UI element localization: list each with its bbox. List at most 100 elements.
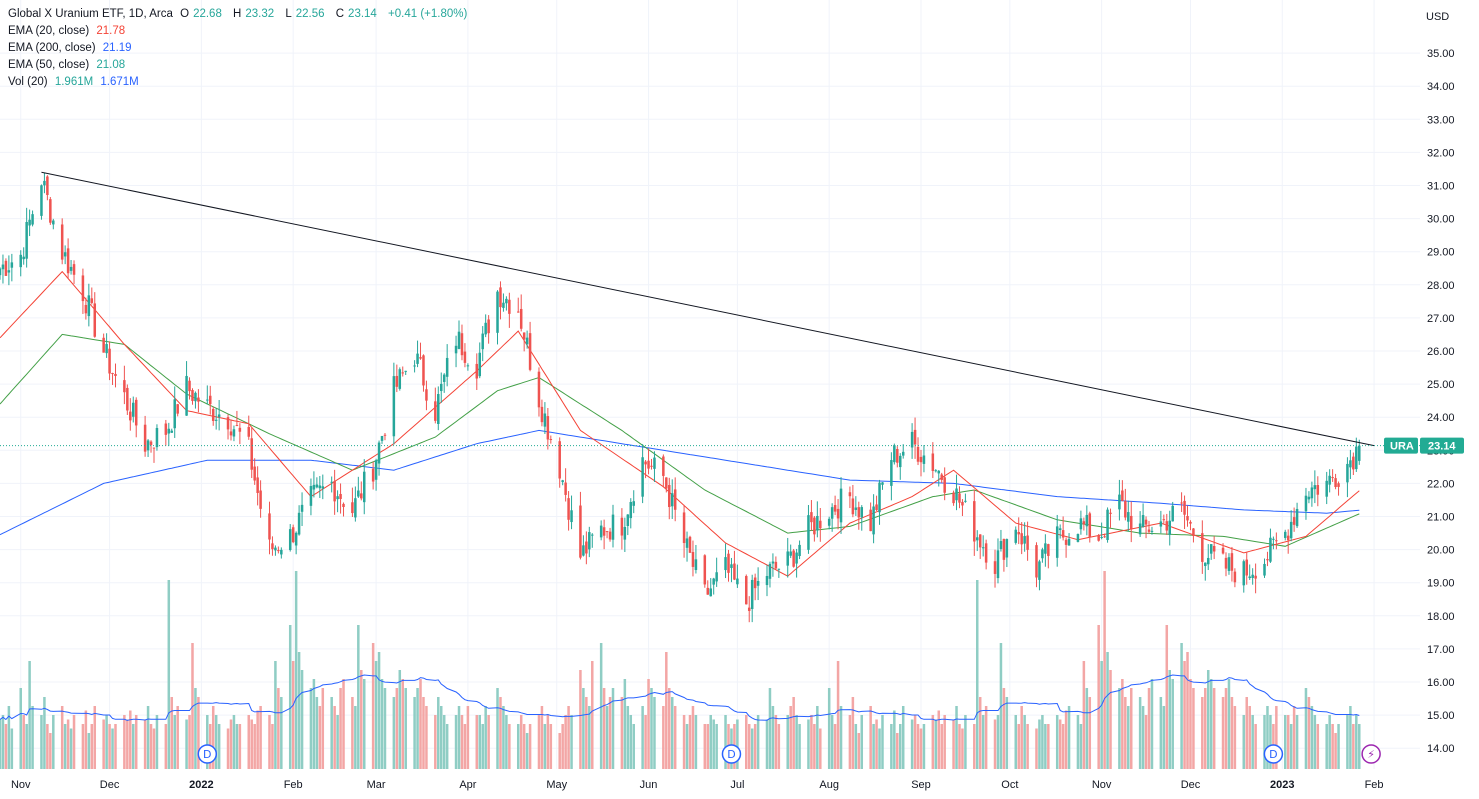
volume-bar bbox=[620, 697, 624, 769]
candle-body bbox=[1224, 557, 1228, 569]
candle-body bbox=[362, 471, 366, 503]
volume-bar bbox=[1055, 715, 1059, 769]
candle-body bbox=[434, 401, 437, 421]
volume-bar bbox=[1183, 661, 1186, 769]
candle-body bbox=[1346, 463, 1349, 483]
candle-body bbox=[961, 501, 964, 506]
symbol-description[interactable]: Global X Uranium ETF, 1D, Arca bbox=[8, 8, 173, 20]
candle-body bbox=[1147, 529, 1151, 532]
volume-bar bbox=[964, 715, 967, 769]
volume-bar bbox=[765, 719, 769, 769]
marker-label: D bbox=[727, 748, 735, 761]
volume-bar bbox=[1124, 697, 1127, 769]
volume-bar bbox=[395, 688, 399, 769]
candle-body bbox=[395, 375, 399, 387]
candle-body bbox=[360, 493, 363, 499]
dividend-marker: D bbox=[197, 744, 218, 764]
volume-bar bbox=[126, 719, 129, 769]
legend-ema200[interactable]: EMA (200, close) 21.19 bbox=[8, 42, 132, 54]
candle-body bbox=[398, 369, 402, 389]
time-axis[interactable]: Nov Dec 2022 Feb Mar Apr May Jun Jul Aug Sep Oct Nov… bbox=[11, 779, 1384, 791]
earnings-marker: ⚡ bbox=[1361, 744, 1381, 764]
volume-bar bbox=[1230, 697, 1234, 769]
candle-body bbox=[60, 224, 64, 260]
volume-bar bbox=[173, 715, 176, 769]
volume-bar bbox=[1307, 697, 1311, 769]
candle-body bbox=[1313, 485, 1317, 490]
volume-bar bbox=[665, 652, 668, 769]
ema200-line bbox=[0, 429, 1360, 536]
volume-bar bbox=[238, 724, 242, 769]
volume-bar bbox=[1017, 724, 1020, 769]
volume-bar bbox=[360, 670, 363, 769]
candle-body bbox=[875, 504, 878, 511]
legend-volume[interactable]: Vol (20) 1.961M 1.671M bbox=[8, 76, 139, 88]
candle-body bbox=[1035, 545, 1038, 578]
candle-body bbox=[1254, 575, 1257, 579]
candle-body bbox=[851, 498, 855, 515]
volume-bar bbox=[1103, 571, 1106, 769]
volume-bar bbox=[1346, 715, 1349, 769]
volume-bar bbox=[46, 724, 49, 769]
volume-bar bbox=[508, 724, 511, 769]
volume-bar bbox=[143, 719, 147, 769]
legend-ema50[interactable]: EMA (50, close) 21.08 bbox=[8, 59, 126, 71]
volume-bar bbox=[715, 724, 718, 769]
candle-body bbox=[1082, 521, 1086, 525]
candle-body bbox=[919, 456, 923, 463]
volume-bar bbox=[709, 715, 712, 769]
candle-body bbox=[72, 264, 76, 275]
volume-bar bbox=[425, 706, 428, 769]
volume-bar bbox=[1233, 706, 1237, 769]
candle-body bbox=[958, 493, 961, 503]
volume-bar bbox=[582, 688, 585, 769]
candle-body bbox=[608, 531, 612, 540]
trendline[interactable] bbox=[41, 171, 1375, 447]
candle-body bbox=[937, 470, 941, 474]
candle-body bbox=[588, 532, 591, 550]
volume-bar bbox=[487, 715, 490, 769]
price-axis[interactable]: USD 35.00 34.00 33.00 32.00 31.00 30.00 29.00 28… bbox=[1426, 11, 1455, 755]
candle-body bbox=[1180, 502, 1183, 504]
volume-bar bbox=[1204, 688, 1207, 769]
candle-body bbox=[724, 557, 727, 571]
price-tick-label: 20.00 bbox=[1427, 545, 1455, 557]
candle-body bbox=[807, 515, 810, 550]
volume-bar bbox=[1189, 679, 1192, 769]
candle-body bbox=[709, 588, 712, 597]
candle-body bbox=[416, 353, 419, 364]
volume-bar bbox=[1254, 724, 1257, 769]
candle-body bbox=[878, 482, 881, 513]
volume-bar bbox=[1150, 679, 1154, 769]
candle-body bbox=[1186, 515, 1189, 521]
candle-body bbox=[1230, 553, 1234, 571]
volume-bar bbox=[7, 706, 11, 769]
volume-bar bbox=[1064, 710, 1068, 769]
price-tick-label: 15.00 bbox=[1427, 710, 1455, 722]
volume-bar bbox=[235, 724, 239, 769]
candle-body bbox=[377, 442, 381, 464]
volume-bar bbox=[1328, 715, 1331, 769]
candle-body bbox=[0, 268, 2, 276]
candle-body bbox=[685, 538, 689, 548]
volume-bar bbox=[362, 679, 366, 769]
candle-body bbox=[66, 248, 70, 274]
price-tick-label: 35.00 bbox=[1427, 48, 1455, 60]
volume-bar bbox=[747, 724, 751, 769]
volume-bar bbox=[916, 724, 920, 769]
legend-ema20[interactable]: EMA (20, close) 21.78 bbox=[8, 25, 126, 37]
volume-bar bbox=[807, 719, 810, 769]
candle-body bbox=[1103, 536, 1106, 538]
volume-bar bbox=[789, 706, 792, 769]
candle-body bbox=[209, 395, 212, 405]
candle-body bbox=[691, 552, 695, 567]
volume-bar bbox=[673, 706, 677, 769]
volume-bar bbox=[1266, 706, 1269, 769]
candle-body bbox=[599, 525, 603, 538]
candle-body bbox=[1183, 500, 1186, 515]
volume-bar bbox=[668, 688, 671, 769]
candle-body bbox=[1233, 571, 1237, 583]
volume-bar bbox=[1269, 715, 1272, 769]
